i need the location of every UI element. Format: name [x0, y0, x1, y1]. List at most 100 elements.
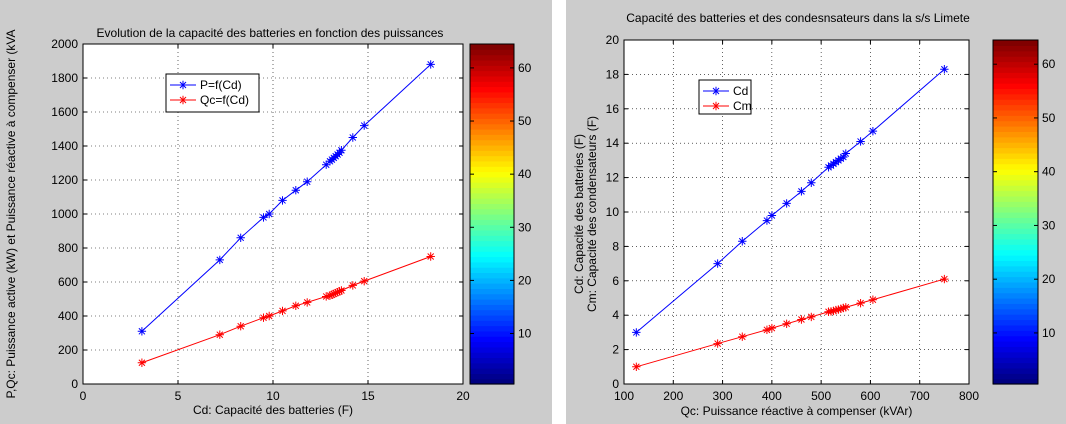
data-point — [856, 137, 865, 146]
x-tick-label: 600 — [860, 389, 880, 403]
colorbar-segment — [470, 219, 514, 226]
data-point — [738, 237, 747, 246]
colorbar-segment — [470, 240, 514, 247]
legend-label: Cm — [733, 99, 752, 113]
colorbar-segment — [993, 298, 1038, 304]
data-point — [713, 339, 722, 348]
colorbar-segment — [993, 120, 1038, 127]
colorbar-segment — [993, 233, 1038, 240]
colorbar-segment — [993, 142, 1038, 149]
colorbar-segment — [470, 272, 514, 279]
data-point — [259, 313, 268, 322]
grid-right — [624, 40, 969, 384]
colorbar-segment — [470, 75, 514, 82]
colorbar-segment — [470, 203, 514, 210]
colorbar-segment — [993, 228, 1038, 235]
colorbar-segment — [470, 129, 514, 135]
colorbar-segment — [470, 235, 514, 242]
colorbar-segment — [993, 238, 1038, 245]
data-point — [291, 186, 300, 195]
y-tick-label: 1800 — [51, 71, 78, 85]
colorbar-segment — [993, 335, 1038, 342]
data-point — [797, 315, 806, 324]
colorbar-segment — [470, 107, 514, 114]
y-axis-label: Cd: Capacité des batteries (F) — [572, 134, 586, 294]
y-tick-label: 2000 — [51, 37, 78, 51]
data-point — [259, 213, 268, 222]
colorbar-segment — [470, 341, 514, 348]
colorbar-segment — [993, 201, 1038, 208]
data-point — [829, 159, 838, 169]
colorbar-segment — [993, 351, 1038, 358]
x-axis-label: Cd: Capacité des batteries (F) — [193, 403, 353, 417]
data-point — [824, 163, 833, 172]
data-point — [333, 288, 342, 297]
colorbar-segment — [470, 123, 514, 130]
colorbar-segment — [993, 190, 1038, 197]
y-tick-label: 600 — [58, 275, 78, 289]
data-point — [831, 157, 841, 167]
colorbar-segment — [993, 265, 1038, 272]
y-tick-label: 14 — [606, 136, 620, 150]
x-tick-label: 400 — [762, 389, 782, 403]
colorbar-segment — [993, 136, 1038, 143]
y-tick-label: 2 — [612, 343, 619, 357]
colorbar-segment — [993, 249, 1038, 256]
colorbar-segment — [470, 70, 514, 77]
data-point — [797, 187, 806, 196]
colorbar-segment — [993, 158, 1038, 165]
data-point — [940, 65, 949, 74]
colorbar-segment — [470, 277, 514, 284]
figure-right: 100 200 300 400 500 600 700 800 0 2 4 6 8 10 12 14 16 18 2… — [566, 0, 1066, 424]
data-point — [782, 319, 791, 328]
colorbar-frame — [469, 43, 515, 385]
data-point — [807, 178, 816, 187]
legend-label: Qc=f(Cd) — [200, 93, 249, 107]
data-point — [426, 60, 435, 69]
colorbar-segment — [470, 176, 514, 183]
colorbar-segment — [470, 44, 514, 50]
data-point — [826, 307, 836, 316]
colorbar-segment — [993, 126, 1038, 132]
y-tick-label: 12 — [606, 171, 620, 185]
colorbar-segment — [993, 109, 1038, 116]
data-point — [841, 303, 850, 312]
colorbar-segment — [993, 287, 1038, 294]
colorbar-segment — [470, 261, 514, 268]
colorbar-segment — [470, 267, 514, 274]
data-point — [841, 149, 850, 158]
y-tick-label: 16 — [606, 102, 620, 116]
colorbar-tick-label: 40 — [518, 167, 532, 181]
colorbar-segment — [993, 378, 1038, 385]
series-right-1 — [632, 274, 949, 371]
colorbar-segment — [993, 330, 1038, 337]
colorbar-segment — [470, 368, 514, 374]
colorbar-segment — [993, 217, 1038, 224]
data-point — [826, 161, 836, 170]
y-tick-label: 0 — [71, 377, 78, 391]
colorbar-segment — [993, 169, 1038, 175]
data-point — [762, 216, 772, 225]
data-point — [834, 305, 843, 314]
legend-left: P=f(Cd)Qc=f(Cd) — [165, 73, 260, 113]
data-point — [348, 133, 357, 142]
colorbar-segment — [993, 88, 1038, 95]
colorbar-segment — [470, 182, 514, 189]
data-point — [713, 259, 722, 268]
colorbar-segment — [993, 271, 1038, 278]
colorbar-segment — [993, 357, 1038, 364]
data-point — [829, 306, 838, 316]
colorbar-segment — [993, 292, 1038, 299]
colorbar-segment — [993, 66, 1038, 73]
colorbar-segment — [993, 115, 1038, 122]
colorbar-segment — [470, 102, 514, 109]
data-point — [278, 306, 287, 316]
colorbar-segment — [993, 104, 1038, 111]
legend-marker — [711, 101, 721, 111]
data-point — [632, 328, 641, 337]
y-tick-label: 1200 — [51, 173, 78, 187]
data-point — [868, 295, 878, 304]
x-tick-label: 300 — [713, 389, 733, 403]
colorbar-segment — [993, 244, 1038, 251]
